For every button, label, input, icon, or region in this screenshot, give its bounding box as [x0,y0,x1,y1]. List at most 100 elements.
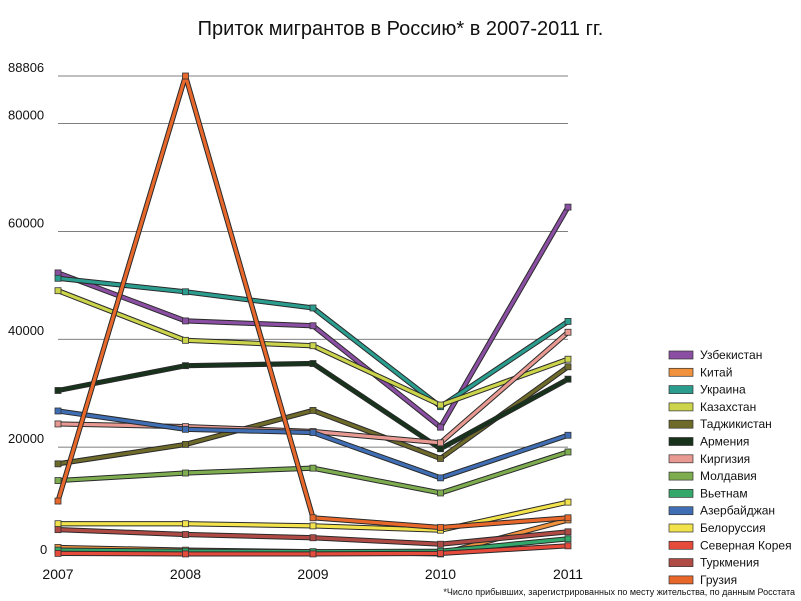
data-point [564,318,572,325]
data-point [309,550,317,558]
data-point [564,328,572,336]
data-point [437,549,444,557]
data-point [54,520,62,528]
data-point [309,464,317,472]
data-point [54,549,62,557]
data-point [182,336,189,344]
legend-swatch [668,575,694,585]
series-9 [54,407,572,482]
data-point [564,514,572,522]
y-tick-label: 88806 [8,60,44,75]
data-point [182,520,189,528]
data-point [182,425,189,433]
data-point [564,542,572,550]
series-line [57,365,569,466]
series-2 [54,274,572,411]
legend-label: Молдавия [700,469,757,483]
data-point [309,407,317,414]
data-point [437,489,444,497]
data-point [182,469,189,477]
y-tick-label: 60000 [8,215,44,230]
series-lines [54,72,572,558]
legend-swatch [668,419,694,429]
legend-label: Азербайджан [700,504,775,518]
series-7 [54,448,572,497]
legend-label: Таджикистан [700,417,772,431]
legend-swatch [668,350,694,360]
data-point [182,72,189,80]
data-point [564,363,572,371]
data-point [437,524,444,531]
data-point [182,531,189,538]
data-point [54,477,62,484]
data-point [564,355,572,363]
x-tick-label: 2009 [297,566,328,582]
series-5 [54,360,572,453]
data-point [437,423,444,431]
data-point [182,317,189,325]
legend-swatch [668,471,694,481]
x-tick-label: 2008 [170,566,201,582]
gridlines [58,75,568,448]
legend-label: Белоруссия [700,521,766,535]
data-point [54,407,62,415]
data-point [309,522,317,530]
data-point [182,288,189,296]
data-point [309,322,317,330]
x-axis-ticks: 2007 2008 2009 2010 2011 [42,566,583,582]
legend-swatch [668,385,694,394]
x-tick-label: 2010 [425,566,456,582]
legend-label: Украина [700,383,746,397]
data-point [437,474,444,482]
data-point [564,528,572,536]
legend-swatch [668,540,694,550]
series-13 [54,72,572,531]
data-point [564,431,572,439]
data-point [182,362,189,370]
data-point [309,514,317,522]
chart-title: Приток мигрантов в Россию* в 2007-2011 г… [197,18,604,40]
data-point [309,360,317,367]
legend-swatch [668,558,694,567]
y-tick-label: 20000 [8,431,44,446]
series-12 [54,526,572,548]
data-point [182,550,189,558]
legend-swatch [668,402,694,412]
data-point [437,445,444,453]
data-point [564,203,572,211]
data-point [437,439,444,447]
data-point [309,304,317,312]
series-11 [54,542,572,558]
data-point [309,534,317,542]
series-line-outline [57,364,570,467]
footnote: *Число прибывших, зарегистрированных по … [443,587,795,597]
data-point [437,401,444,409]
y-tick-label: 0 [40,542,47,557]
data-point [182,441,189,448]
data-point [309,429,317,436]
legend-swatch [668,454,694,464]
legend-swatch [668,506,694,516]
legend-label: Армения [700,435,749,449]
legend-label: Вьетнам [700,486,748,500]
data-point [309,342,317,350]
series-4 [54,363,572,468]
legend-label: Казахстан [700,400,756,414]
legend-swatch [668,367,694,377]
data-point [437,540,444,548]
series-3 [54,287,572,409]
data-point [564,535,572,543]
x-tick-label: 2011 [553,566,583,582]
y-tick-label: 40000 [8,323,44,338]
y-tick-label: 80000 [8,107,44,122]
legend: Узбекистан Китай Украина Казахстан Таджикист… [668,348,792,587]
data-point [437,455,444,462]
x-tick-label: 2007 [42,566,73,582]
data-point [54,287,62,295]
legend-swatch [668,489,694,498]
data-point [54,274,62,282]
series-0 [54,203,572,431]
data-point [54,420,62,428]
data-point [54,526,62,534]
